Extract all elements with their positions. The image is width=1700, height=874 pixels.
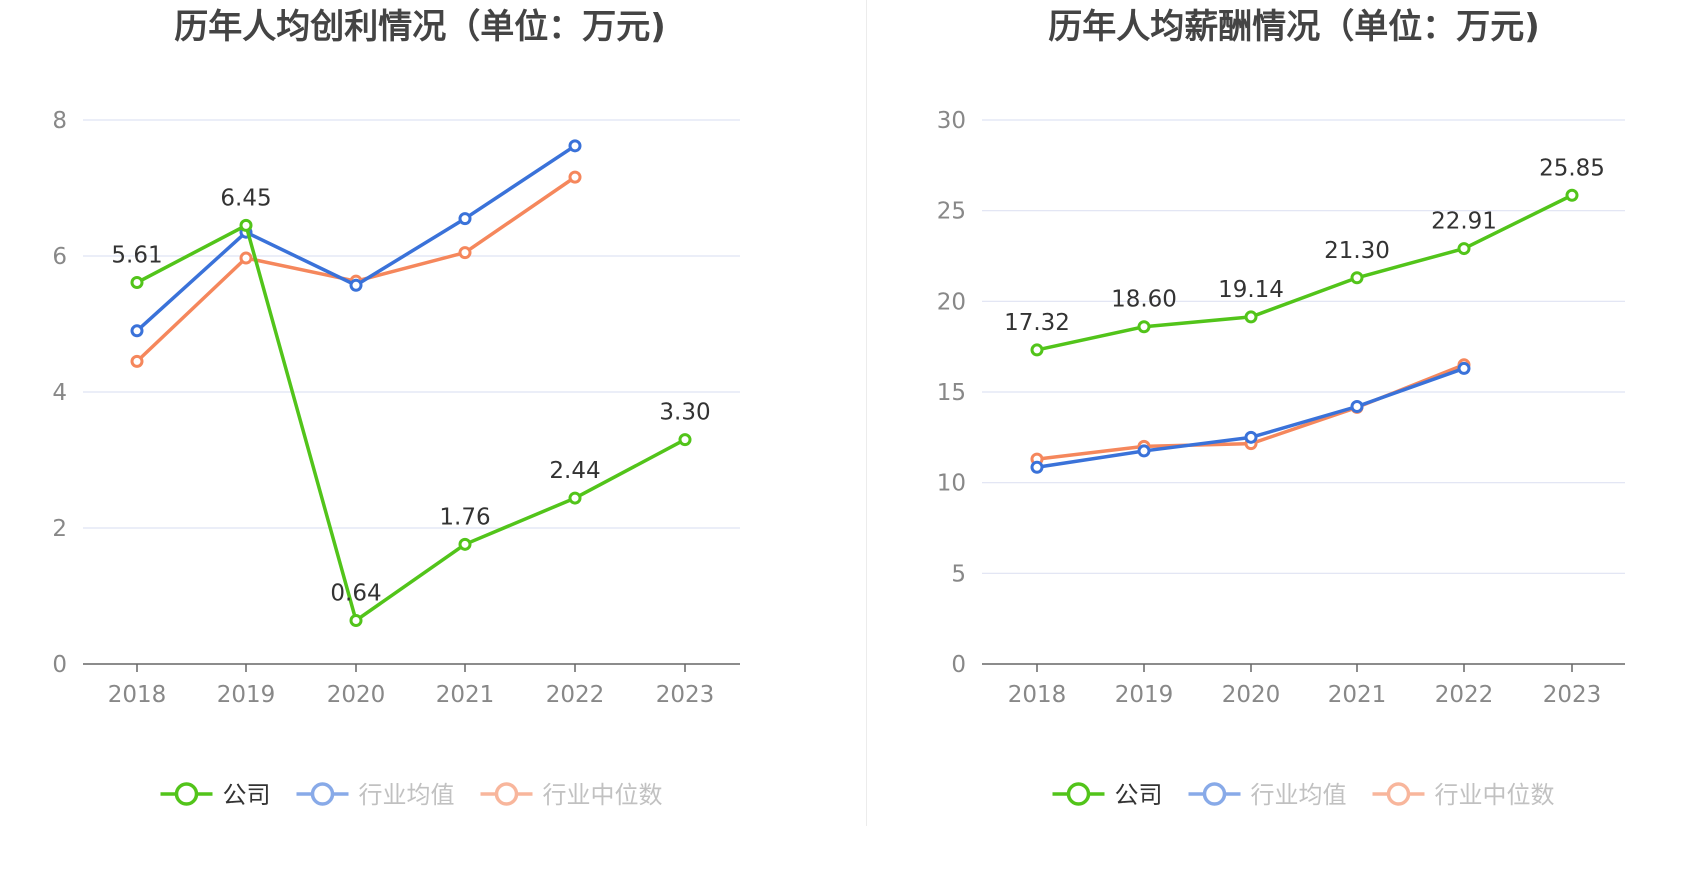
data-point-avg xyxy=(1244,430,1258,444)
data-label: 3.30 xyxy=(659,400,710,426)
y-tick-label: 10 xyxy=(937,471,966,497)
y-tick-label: 5 xyxy=(951,561,966,587)
data-point-company xyxy=(130,276,144,290)
legend-item-median: 行业中位数 xyxy=(1372,781,1555,809)
legend-item-median: 行业中位数 xyxy=(480,781,663,809)
data-point-company xyxy=(1137,320,1151,334)
data-point-median xyxy=(458,246,472,260)
legend-marker xyxy=(1202,782,1227,806)
data-label: 5.61 xyxy=(111,243,162,269)
x-tick-label: 2022 xyxy=(546,682,605,708)
data-point-avg xyxy=(130,324,144,338)
legend: 公司 行业均值 行业中位数 xyxy=(1052,781,1555,809)
legend: 公司 行业均值 行业中位数 xyxy=(160,781,663,809)
data-point-median xyxy=(239,251,253,265)
x-tick-label: 2021 xyxy=(436,682,495,708)
data-point-company xyxy=(1457,242,1471,256)
profit-per-capita-chart: 历年人均创利情况（单位：万元) 0 2 4 6 8 2018 2019 2020 2021 2022… xyxy=(52,7,740,809)
data-label: 18.60 xyxy=(1111,287,1177,313)
x-tick-label: 2020 xyxy=(1222,682,1281,708)
series-line-company xyxy=(136,223,686,623)
legend-label: 行业中位数 xyxy=(1435,781,1555,809)
x-tick-label: 2021 xyxy=(1328,682,1387,708)
data-point-avg xyxy=(1030,460,1044,474)
x-tick-label: 2019 xyxy=(1115,682,1174,708)
data-point-median xyxy=(130,354,144,368)
x-tick-label: 2020 xyxy=(327,682,386,708)
x-tick-label: 2019 xyxy=(217,682,276,708)
legend-marker xyxy=(174,782,199,806)
data-point-company xyxy=(678,433,692,447)
data-point-avg xyxy=(1457,361,1471,375)
legend-marker xyxy=(494,782,519,806)
data-label: 17.32 xyxy=(1004,310,1070,336)
y-tick-label: 0 xyxy=(951,652,966,678)
legend-marker xyxy=(1066,782,1091,806)
data-point-avg xyxy=(568,139,582,153)
data-point-company xyxy=(1350,271,1364,285)
y-tick-label: 2 xyxy=(52,516,67,542)
y-tick-label: 4 xyxy=(52,380,67,406)
data-point-company xyxy=(568,491,582,505)
legend-label: 行业均值 xyxy=(359,781,455,809)
series-line-avg xyxy=(135,144,576,333)
legend-marker xyxy=(1386,782,1411,806)
data-point-company xyxy=(1030,343,1044,357)
chart-divider xyxy=(866,0,867,826)
data-point-avg xyxy=(349,278,363,292)
legend-item-avg: 行业均值 xyxy=(296,781,455,809)
data-point-avg xyxy=(1350,400,1364,414)
legend-item-company: 公司 xyxy=(160,781,271,809)
x-tick-label: 2022 xyxy=(1435,682,1494,708)
data-point-company xyxy=(239,218,253,232)
y-tick-label: 25 xyxy=(937,199,966,225)
legend-label: 行业中位数 xyxy=(543,781,663,809)
salary-per-capita-chart: 历年人均薪酬情况（单位：万元) 0 5 10 15 20 25 30 2018 2019 2020 2… xyxy=(937,7,1625,809)
data-label: 19.14 xyxy=(1218,277,1284,303)
legend-label: 公司 xyxy=(1115,781,1163,809)
y-tick-label: 0 xyxy=(52,652,67,678)
chart-title: 历年人均创利情况（单位：万元) xyxy=(174,7,666,47)
data-point-company xyxy=(458,537,472,551)
data-label: 25.85 xyxy=(1539,155,1605,181)
data-label: 0.64 xyxy=(330,580,381,606)
y-tick-label: 15 xyxy=(937,380,966,406)
x-tick-label: 2018 xyxy=(1008,682,1067,708)
data-label: 1.76 xyxy=(439,504,490,530)
data-point-avg xyxy=(458,212,472,226)
legend-marker xyxy=(310,782,335,806)
data-label: 21.30 xyxy=(1324,238,1390,264)
legend-label: 行业均值 xyxy=(1251,781,1347,809)
x-tick-label: 2023 xyxy=(1543,682,1602,708)
data-label: 22.91 xyxy=(1431,209,1497,235)
legend-item-avg: 行业均值 xyxy=(1188,781,1347,809)
y-tick-label: 8 xyxy=(52,108,67,134)
data-point-company xyxy=(1244,310,1258,324)
series-line-company xyxy=(1036,193,1573,352)
y-tick-label: 6 xyxy=(52,244,67,270)
y-tick-label: 30 xyxy=(937,108,966,134)
chart-title: 历年人均薪酬情况（单位：万元) xyxy=(1048,7,1540,47)
data-point-median xyxy=(568,170,582,184)
data-label: 6.45 xyxy=(220,185,271,211)
data-point-company xyxy=(1565,188,1579,202)
y-tick-label: 20 xyxy=(937,289,966,315)
data-point-company xyxy=(349,613,363,627)
x-tick-label: 2023 xyxy=(656,682,715,708)
x-tick-label: 2018 xyxy=(108,682,167,708)
legend-label: 公司 xyxy=(223,781,271,809)
legend-item-company: 公司 xyxy=(1052,781,1163,809)
data-label: 2.44 xyxy=(549,458,600,484)
data-point-avg xyxy=(1137,444,1151,458)
